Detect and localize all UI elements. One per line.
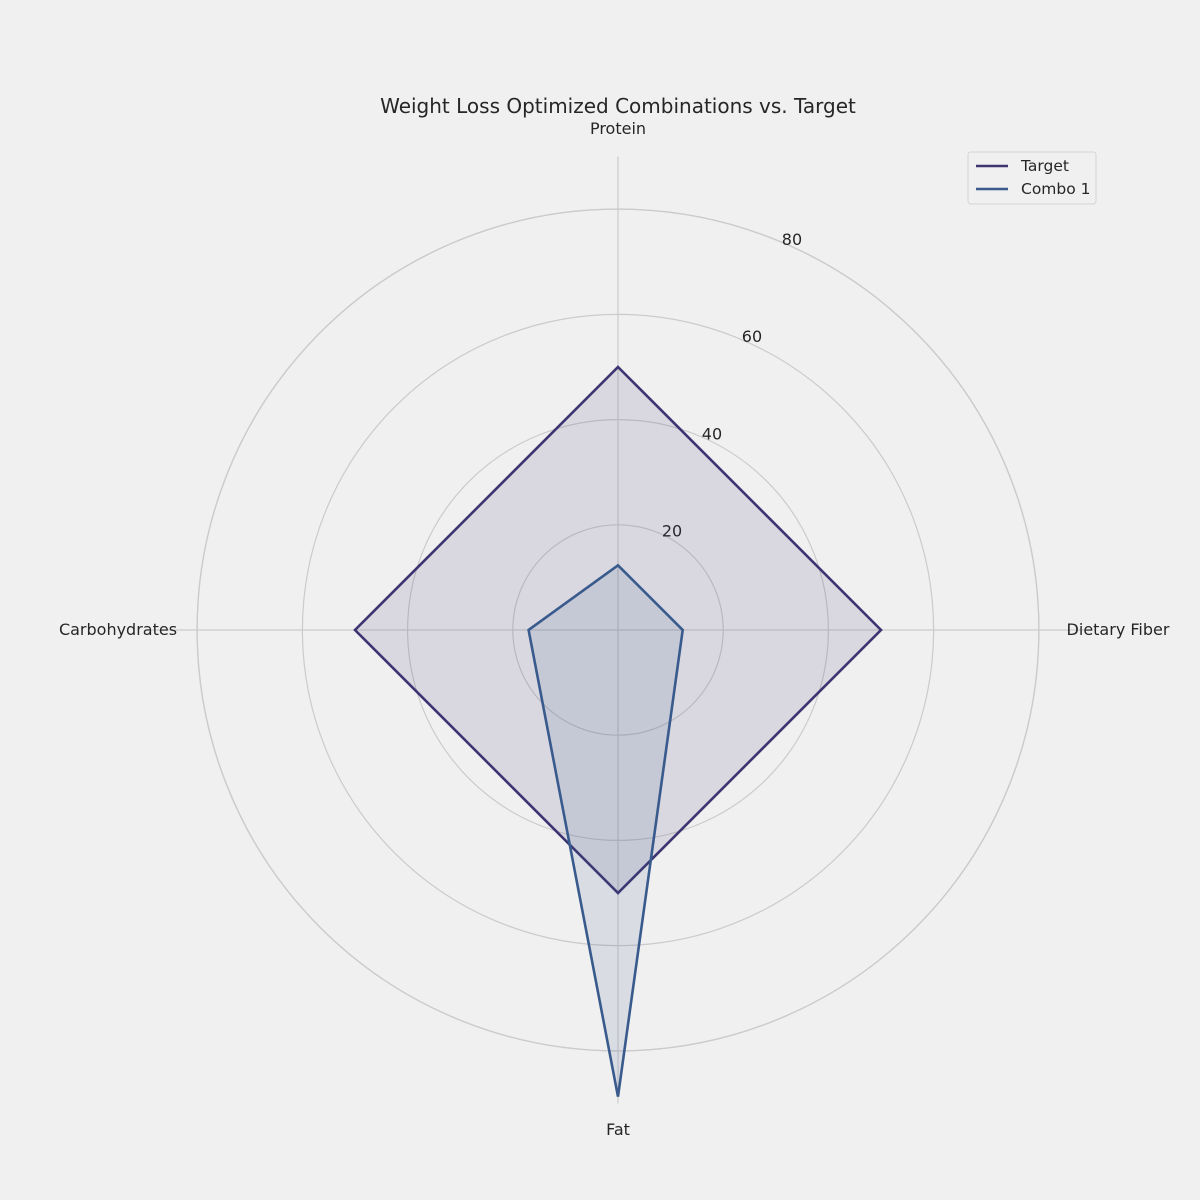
- series-fill-combo-1: [528, 565, 683, 1097]
- chart-title: Weight Loss Optimized Combinations vs. T…: [380, 94, 856, 118]
- axis-label-dietary-fiber: Dietary Fiber: [1067, 620, 1170, 639]
- tick-label: 20: [662, 522, 682, 541]
- tick-label: 40: [702, 424, 722, 443]
- axis-label-fat: Fat: [606, 1120, 630, 1139]
- grid: 20 40 60 80: [144, 156, 1092, 1104]
- series-line-target: [353, 365, 883, 895]
- legend-label-target: Target: [1020, 157, 1069, 175]
- axis-label-carbohydrates: Carbohydrates: [59, 620, 177, 639]
- series-line-combo-1: [527, 563, 685, 1097]
- series-layer: [353, 365, 883, 1097]
- tick-label: 60: [742, 327, 762, 346]
- axis-labels: Protein Dietary Fiber Fat Carbohydrates: [59, 119, 1170, 1139]
- legend-label-combo-1: Combo 1: [1021, 180, 1091, 198]
- legend: Target Combo 1: [967, 151, 1097, 205]
- axis-label-protein: Protein: [590, 119, 646, 138]
- tick-label: 80: [782, 230, 802, 249]
